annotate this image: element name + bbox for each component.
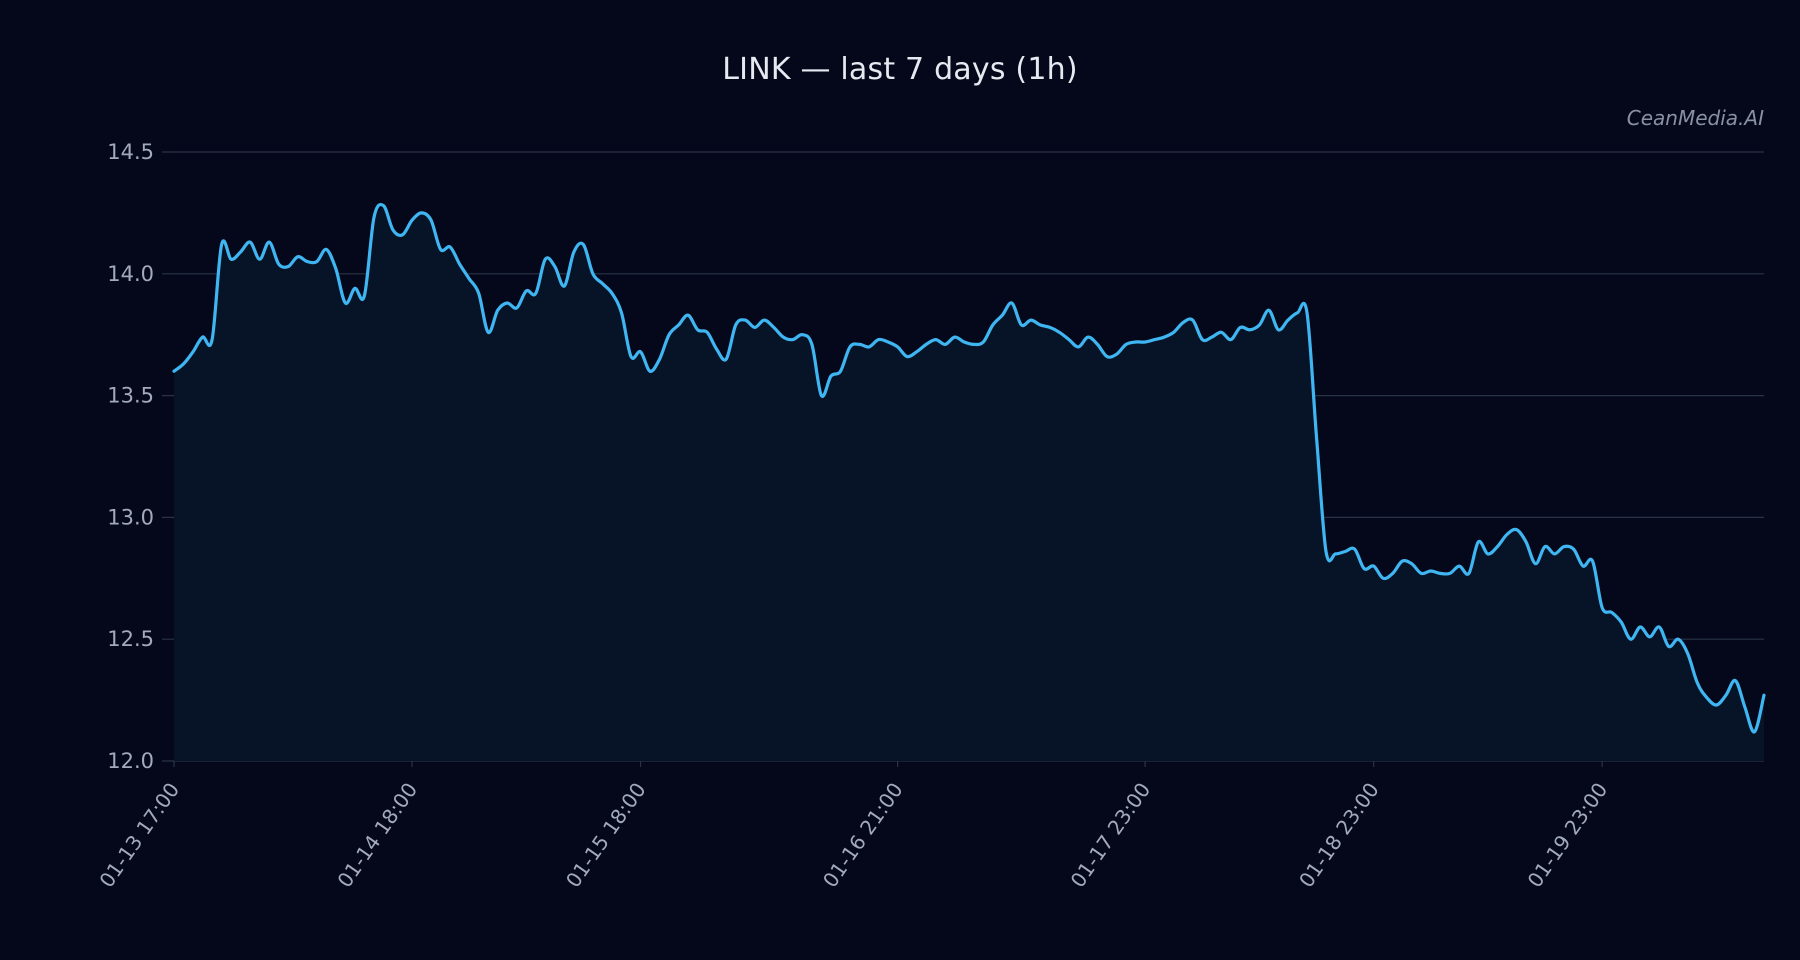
x-tick-label: 01-13 17:00 xyxy=(94,778,184,892)
x-axis: 01-13 17:00 01-14 18:00 01-15 18:00 01-16 2… xyxy=(94,761,1612,892)
y-tick-label: 12.0 xyxy=(107,749,154,773)
y-tick-label: 12.5 xyxy=(107,627,154,651)
y-tick-label: 13.0 xyxy=(107,505,154,529)
x-tick-label: 01-15 18:00 xyxy=(561,778,651,892)
x-tick-label: 01-17 23:00 xyxy=(1066,778,1156,892)
y-tick-label: 13.5 xyxy=(107,384,154,408)
x-tick-label: 01-14 18:00 xyxy=(332,778,422,892)
x-tick-label: 01-16 21:00 xyxy=(818,778,908,892)
x-tick-label: 01-18 23:00 xyxy=(1294,778,1384,892)
area-layer xyxy=(174,205,1764,762)
watermark: CeanMedia.AI xyxy=(1626,106,1764,130)
chart-title: LINK — last 7 days (1h) xyxy=(722,52,1078,87)
y-tick-label: 14.5 xyxy=(107,140,154,164)
line-layer xyxy=(172,202,1766,734)
x-tick-label: 01-19 23:00 xyxy=(1523,778,1613,892)
price-line xyxy=(172,202,1766,734)
price-area xyxy=(174,205,1764,762)
y-tick-label: 14.0 xyxy=(107,262,154,286)
y-axis: 12.0 12.5 13.0 13.5 14.0 14.5 xyxy=(107,140,154,773)
